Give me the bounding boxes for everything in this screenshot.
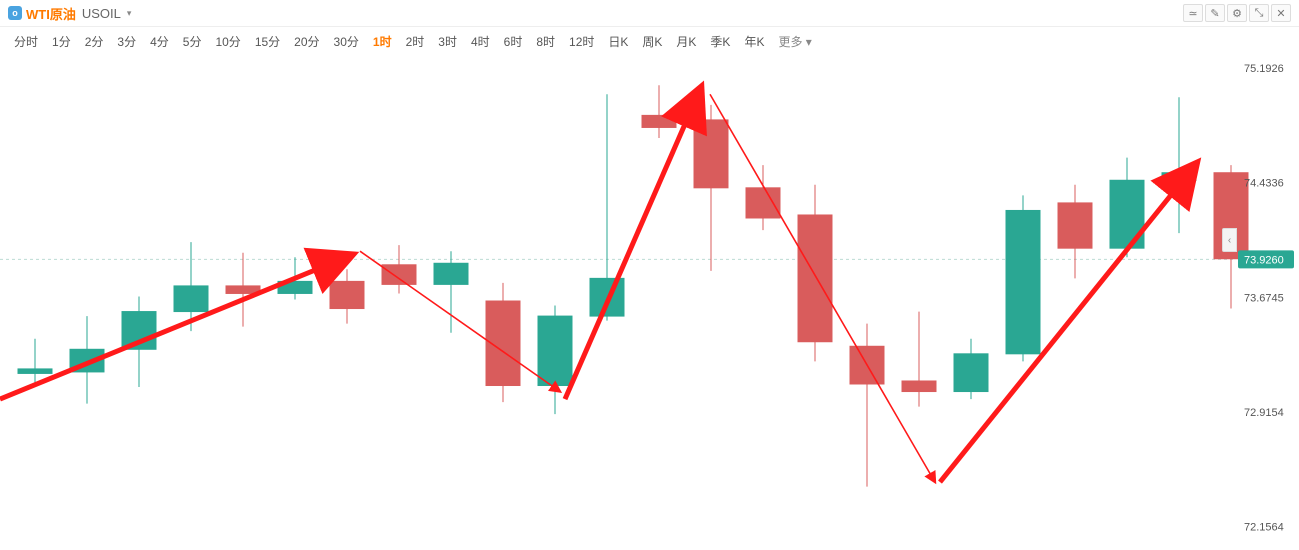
timeframe-20分[interactable]: 20分 — [288, 31, 325, 52]
timeframe-月K[interactable]: 月K — [670, 31, 702, 52]
symbol-name: WTI原油 — [26, 4, 76, 23]
close-icon[interactable]: ✕ — [1271, 4, 1291, 22]
timeframe-5分[interactable]: 5分 — [177, 31, 208, 52]
svg-text:72.9154: 72.9154 — [1244, 407, 1284, 419]
y-tick: 72.1564 — [1244, 521, 1284, 533]
svg-text:72.1564: 72.1564 — [1244, 521, 1284, 533]
chart-header: o WTI原油 USOIL ▾ ≃✎⚙⤡✕ — [0, 0, 1299, 27]
candle[interactable] — [1006, 210, 1040, 353]
symbol-dropdown-icon[interactable]: ▾ — [127, 8, 132, 19]
candle[interactable] — [642, 115, 676, 127]
y-tick: 72.9154 — [1244, 407, 1284, 419]
candle[interactable] — [1058, 203, 1092, 248]
timeframe-30分[interactable]: 30分 — [328, 31, 365, 52]
y-tick: 74.4336 — [1244, 178, 1284, 190]
timeframe-10分[interactable]: 10分 — [209, 31, 246, 52]
timeframe-more[interactable]: 更多 ▾ — [772, 31, 817, 52]
svg-text:74.4336: 74.4336 — [1244, 178, 1284, 190]
svg-text:75.1926: 75.1926 — [1244, 63, 1284, 75]
y-tick: 73.6745 — [1244, 292, 1284, 304]
timeframe-8时[interactable]: 8时 — [530, 31, 561, 52]
timeframe-日K[interactable]: 日K — [602, 31, 634, 52]
timeframe-2分[interactable]: 2分 — [79, 31, 110, 52]
symbol-code: USOIL — [82, 6, 121, 21]
candle[interactable] — [902, 381, 936, 392]
chart-area[interactable]: 75.1926 74.4336 73.9260 73.6745 72.9154 72.15… — [0, 52, 1299, 550]
timeframe-4分[interactable]: 4分 — [144, 31, 175, 52]
expand-axis-button[interactable]: ‹ — [1222, 228, 1237, 252]
candle[interactable] — [954, 354, 988, 392]
candle[interactable] — [538, 316, 572, 385]
symbol-block[interactable]: o WTI原油 USOIL ▾ — [8, 4, 131, 23]
svg-text:73.9260: 73.9260 — [1244, 254, 1284, 266]
candle[interactable] — [746, 188, 780, 218]
y-tick: 73.9260 — [1238, 250, 1294, 268]
svg-text:73.6745: 73.6745 — [1244, 292, 1284, 304]
timeframe-分时[interactable]: 分时 — [8, 31, 44, 52]
candlestick-chart[interactable]: 75.1926 74.4336 73.9260 73.6745 72.9154 72.15… — [0, 52, 1299, 550]
timeframe-12时[interactable]: 12时 — [563, 31, 600, 52]
timeframe-1时[interactable]: 1时 — [367, 31, 398, 52]
candle[interactable] — [434, 263, 468, 284]
candle[interactable] — [174, 286, 208, 312]
header-tools: ≃✎⚙⤡✕ — [1183, 4, 1291, 22]
timeframe-季K[interactable]: 季K — [704, 31, 736, 52]
timeframe-周K[interactable]: 周K — [636, 31, 668, 52]
timeframe-年K[interactable]: 年K — [738, 31, 770, 52]
settings-icon[interactable]: ⚙ — [1227, 4, 1247, 22]
timeframe-1分[interactable]: 1分 — [46, 31, 77, 52]
indicator-icon[interactable]: ≃ — [1183, 4, 1203, 22]
y-tick: 75.1926 — [1244, 63, 1284, 75]
timeframe-2时[interactable]: 2时 — [400, 31, 431, 52]
timeframe-15分[interactable]: 15分 — [249, 31, 286, 52]
candle[interactable] — [382, 265, 416, 285]
timeframe-6时[interactable]: 6时 — [498, 31, 529, 52]
collapse-icon[interactable]: ⤡ — [1249, 4, 1269, 22]
timeframe-3时[interactable]: 3时 — [432, 31, 463, 52]
timeframe-3分[interactable]: 3分 — [111, 31, 142, 52]
candle[interactable] — [694, 120, 728, 188]
timeframe-4时[interactable]: 4时 — [465, 31, 496, 52]
logo-icon: o — [8, 6, 22, 20]
candle[interactable] — [18, 369, 52, 374]
candle[interactable] — [798, 215, 832, 342]
draw-icon[interactable]: ✎ — [1205, 4, 1225, 22]
candle[interactable] — [330, 281, 364, 308]
